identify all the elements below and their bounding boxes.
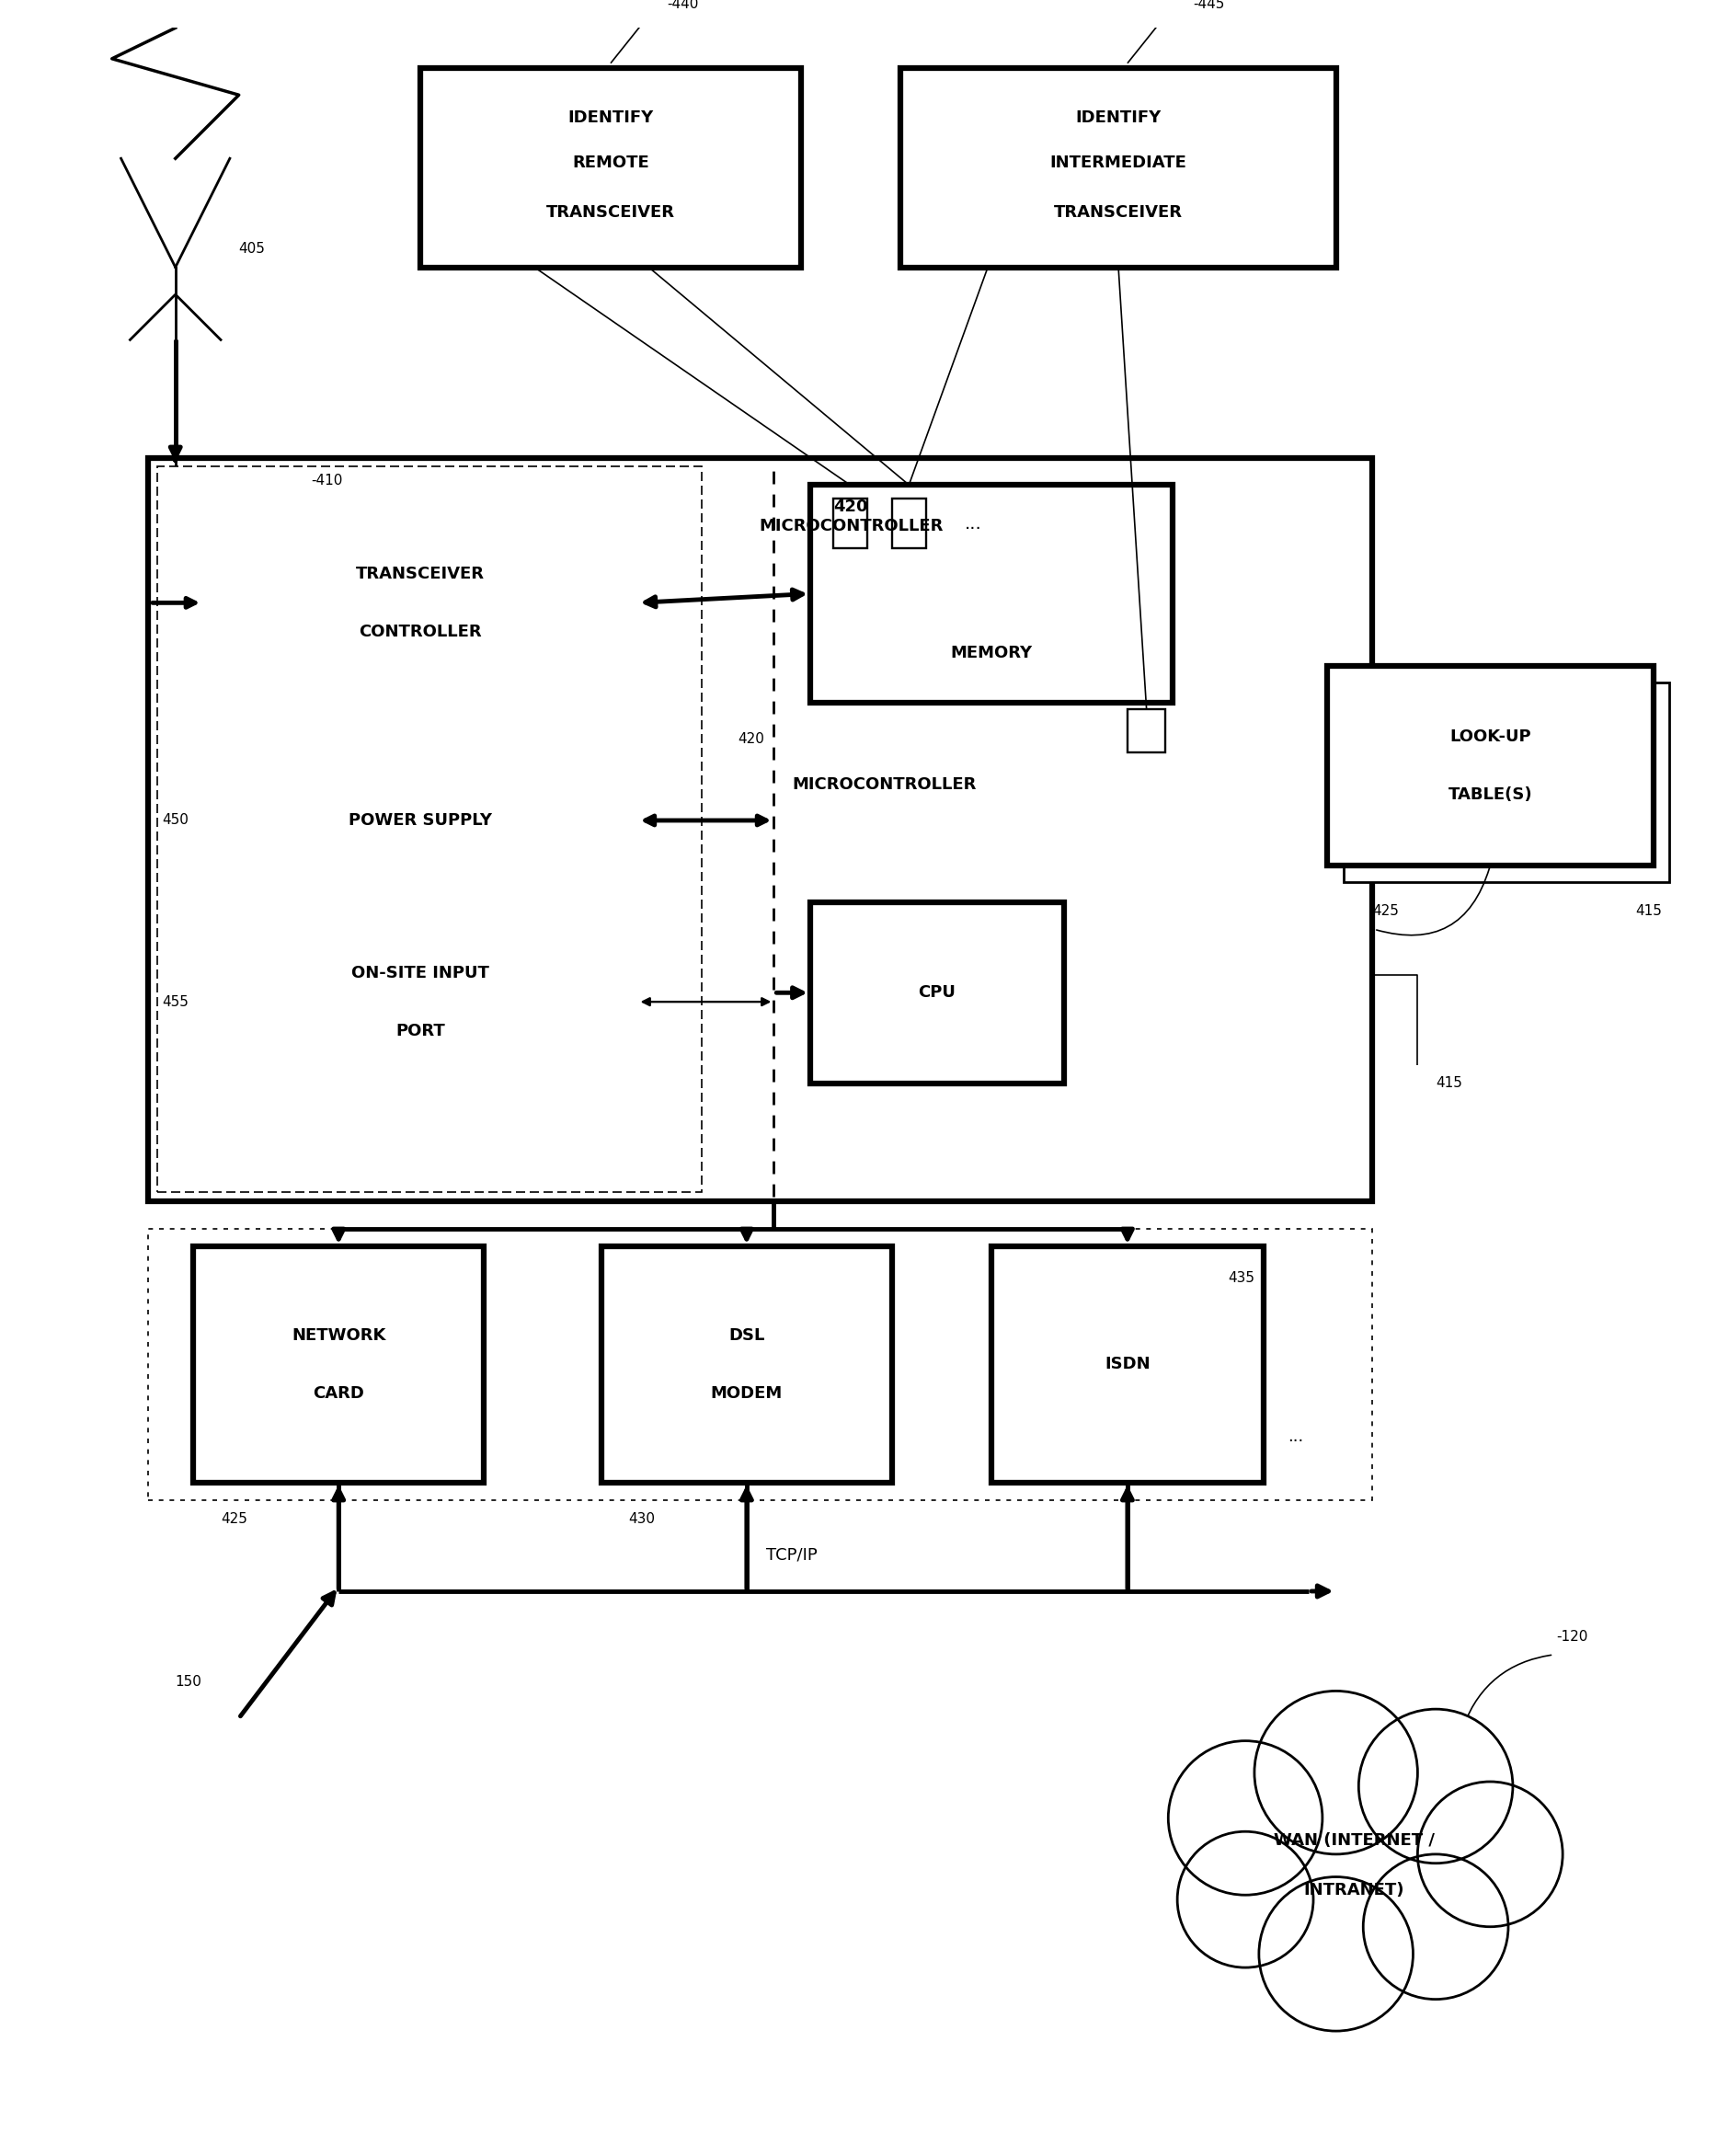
Text: MICROCONTROLLER: MICROCONTROLLER xyxy=(792,776,975,793)
Text: 425: 425 xyxy=(221,1511,247,1526)
Text: TCP/IP: TCP/IP xyxy=(766,1546,818,1563)
Text: POWER SUPPLY: POWER SUPPLY xyxy=(348,813,491,828)
Text: 415: 415 xyxy=(1435,1076,1461,1091)
Text: REMOTE: REMOTE xyxy=(572,155,648,170)
Text: ...: ... xyxy=(1286,1429,1302,1445)
Circle shape xyxy=(1362,1854,1508,1999)
Text: -120: -120 xyxy=(1554,1630,1587,1643)
Bar xyxy=(602,1246,890,1483)
Text: 420
MICROCONTROLLER: 420 MICROCONTROLLER xyxy=(759,498,942,535)
Text: 415: 415 xyxy=(1634,903,1662,918)
Text: MEMORY: MEMORY xyxy=(949,645,1032,662)
Text: ISDN: ISDN xyxy=(1105,1356,1150,1373)
Text: 150: 150 xyxy=(175,1675,202,1688)
Bar xyxy=(1342,683,1668,882)
Text: DSL: DSL xyxy=(728,1328,764,1343)
Text: IDENTIFY: IDENTIFY xyxy=(567,110,654,125)
Text: PORT: PORT xyxy=(396,1022,444,1039)
Text: 425: 425 xyxy=(1371,903,1399,918)
Text: TRANSCEIVER: TRANSCEIVER xyxy=(546,205,674,222)
Text: TABLE(S): TABLE(S) xyxy=(1447,787,1532,804)
Circle shape xyxy=(1177,1833,1312,1968)
Text: 430: 430 xyxy=(628,1511,655,1526)
Bar xyxy=(832,498,866,548)
Bar xyxy=(809,485,1172,703)
Text: 405: 405 xyxy=(239,241,265,257)
Bar xyxy=(202,757,638,884)
Text: CARD: CARD xyxy=(313,1386,365,1401)
Bar xyxy=(901,67,1335,267)
Bar xyxy=(149,457,1371,1201)
Text: IDENTIFY: IDENTIFY xyxy=(1075,110,1160,125)
Text: -410: -410 xyxy=(311,474,342,487)
Text: ...: ... xyxy=(965,515,982,533)
Bar xyxy=(1127,709,1165,752)
Text: 435: 435 xyxy=(1228,1272,1254,1285)
Bar xyxy=(809,901,1063,1084)
Circle shape xyxy=(1357,1710,1511,1863)
Text: INTERMEDIATE: INTERMEDIATE xyxy=(1050,155,1186,170)
Text: CPU: CPU xyxy=(918,985,956,1000)
Text: TRANSCEIVER: TRANSCEIVER xyxy=(356,565,484,582)
Text: TRANSCEIVER: TRANSCEIVER xyxy=(1053,205,1183,222)
Bar xyxy=(194,1246,484,1483)
Bar xyxy=(202,921,638,1084)
Text: -445: -445 xyxy=(1193,0,1224,11)
Text: 420: 420 xyxy=(737,731,764,746)
Bar xyxy=(420,67,801,267)
Text: ON-SITE INPUT: ON-SITE INPUT xyxy=(351,964,489,981)
Text: INTRANET): INTRANET) xyxy=(1304,1882,1404,1899)
Text: 450: 450 xyxy=(163,813,188,828)
Bar xyxy=(1326,666,1653,867)
Text: -440: -440 xyxy=(667,0,699,11)
Text: MODEM: MODEM xyxy=(711,1386,782,1401)
Bar xyxy=(157,466,700,1192)
Text: WAN (INTERNET /: WAN (INTERNET / xyxy=(1273,1833,1433,1850)
Bar xyxy=(202,522,638,683)
Bar xyxy=(149,1229,1371,1501)
Circle shape xyxy=(1167,1740,1321,1895)
Text: NETWORK: NETWORK xyxy=(292,1328,386,1343)
Circle shape xyxy=(1259,1878,1413,2031)
Text: LOOK-UP: LOOK-UP xyxy=(1449,729,1530,746)
Circle shape xyxy=(1416,1781,1561,1927)
Circle shape xyxy=(1254,1690,1416,1854)
Bar xyxy=(890,498,925,548)
Text: CONTROLLER: CONTROLLER xyxy=(358,623,481,640)
Bar xyxy=(991,1246,1262,1483)
Text: 455: 455 xyxy=(163,994,188,1009)
